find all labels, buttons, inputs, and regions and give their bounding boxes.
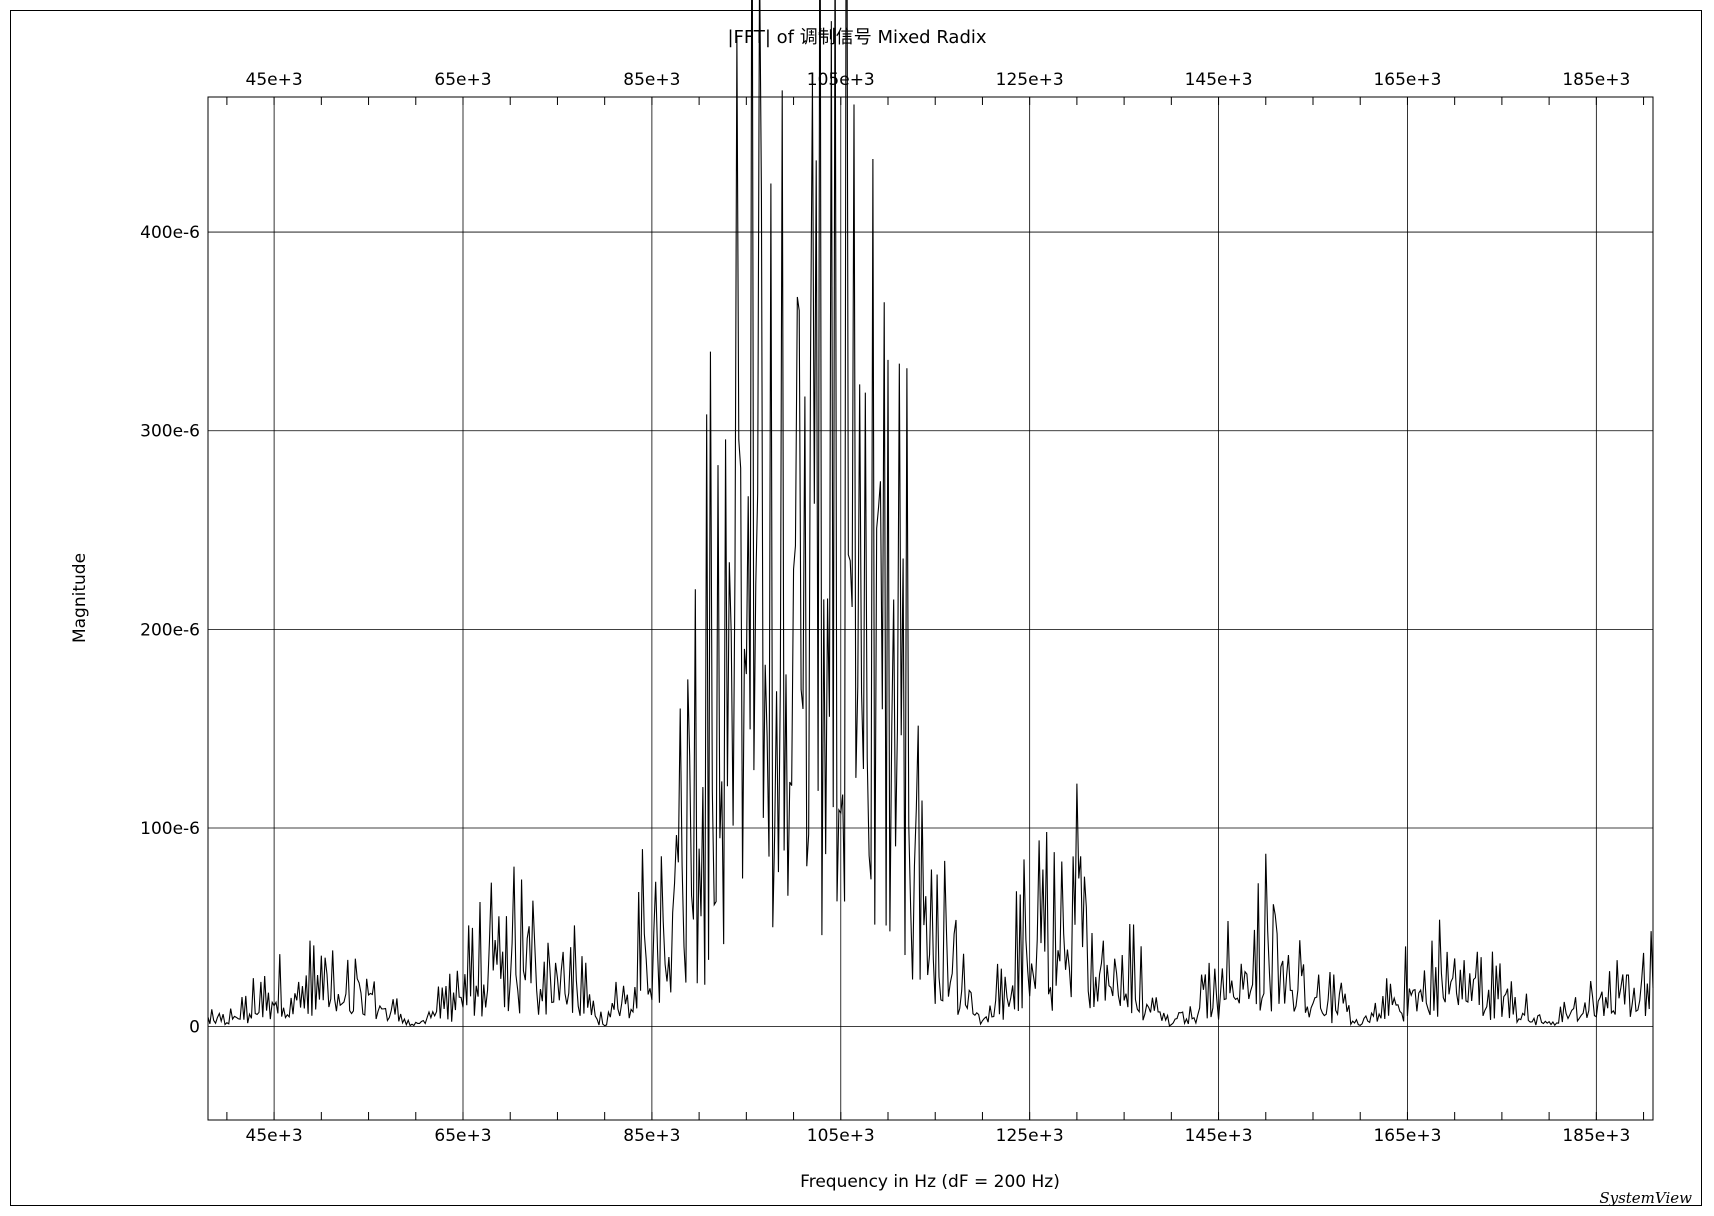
y-tick-label: 300e-6 [140, 422, 200, 442]
x-tick-label-top: 105e+3 [807, 70, 875, 90]
x-tick-label-bottom: 185e+3 [1562, 1126, 1630, 1146]
fft-magnitude-line [207, 0, 1654, 1027]
x-tick-label-bottom: 165e+3 [1373, 1126, 1441, 1146]
x-tick-label-bottom: 125e+3 [996, 1126, 1064, 1146]
x-tick-label-top: 65e+3 [434, 70, 491, 90]
x-tick-label-top: 185e+3 [1562, 70, 1630, 90]
x-tick-label-top: 165e+3 [1373, 70, 1441, 90]
x-tick-label-bottom: 45e+3 [246, 1126, 303, 1146]
y-tick-label: 0 [189, 1018, 200, 1038]
x-tick-label-bottom: 145e+3 [1185, 1126, 1253, 1146]
x-tick-label-bottom: 85e+3 [623, 1126, 680, 1146]
x-tick-label-bottom: 105e+3 [807, 1126, 875, 1146]
plot-area [207, 96, 1654, 1121]
watermark-text: SystemView [1599, 1189, 1692, 1207]
x-tick-label-top: 45e+3 [246, 70, 303, 90]
y-tick-label: 100e-6 [140, 819, 200, 839]
x-tick-label-bottom: 65e+3 [434, 1126, 491, 1146]
chart-title: |FFT| of 调制信号 Mixed Radix [727, 27, 986, 48]
x-axis-title: Frequency in Hz (dF = 200 Hz) [800, 1172, 1060, 1192]
plot-frame [10, 10, 1702, 1206]
y-tick-label: 200e-6 [140, 620, 200, 640]
x-tick-label-top: 145e+3 [1185, 70, 1253, 90]
x-tick-label-top: 85e+3 [623, 70, 680, 90]
y-axis-title: Magnitude [70, 553, 90, 643]
x-tick-label-top: 125e+3 [996, 70, 1064, 90]
y-tick-label: 400e-6 [140, 223, 200, 243]
